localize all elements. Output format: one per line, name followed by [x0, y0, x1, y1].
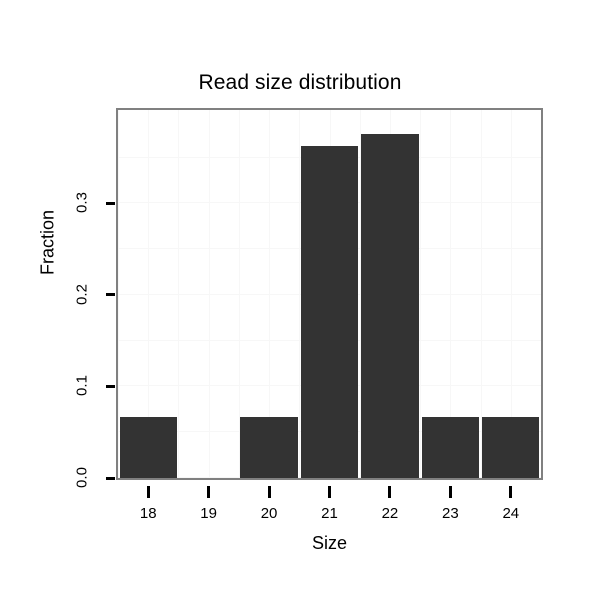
x-tick-label: 18: [139, 505, 157, 522]
bar-23: [421, 416, 480, 478]
gridline-vertical: [148, 110, 150, 478]
x-tick-label: 24: [502, 505, 520, 522]
gridline-vertical: [238, 110, 240, 478]
bar-20: [240, 416, 298, 478]
gridline-vertical: [450, 110, 452, 478]
x-tick-mark: [207, 486, 211, 498]
bar-24: [482, 416, 540, 478]
x-tick-mark: [448, 486, 452, 498]
chart-title: Read size distribution: [198, 71, 402, 94]
bar-18: [119, 416, 177, 478]
gridline-vertical: [510, 110, 512, 478]
bar-22: [361, 133, 419, 478]
gridline-vertical: [269, 110, 271, 478]
gridline-vertical: [208, 110, 210, 478]
y-tick-label: 0.3: [73, 192, 91, 214]
gridline-vertical: [359, 110, 361, 478]
plot-area: [118, 110, 541, 478]
x-tick-mark: [328, 486, 331, 498]
x-tick-label: 21: [321, 505, 338, 522]
plot-panel: [116, 108, 543, 480]
y-tick-mark: [106, 201, 115, 205]
gridline-vertical: [178, 110, 180, 478]
x-tick-mark: [509, 486, 513, 498]
x-tick-label: 20: [260, 505, 278, 522]
y-tick-mark: [106, 476, 115, 480]
y-tick-mark: [106, 384, 115, 388]
x-tick-label: 23: [442, 505, 459, 522]
y-axis-title: Fraction: [37, 209, 58, 276]
y-tick-label: 0.2: [73, 283, 91, 305]
gridline-vertical: [299, 110, 301, 478]
y-tick-mark: [106, 293, 115, 297]
bar-21: [300, 145, 359, 478]
gridline-vertical: [480, 110, 482, 478]
y-tick-label: 0.0: [73, 467, 91, 488]
x-tick-label: 22: [381, 505, 399, 522]
gridline-vertical: [118, 110, 119, 478]
x-axis-title: Size: [311, 533, 347, 553]
x-tick-mark: [146, 486, 150, 498]
y-tick-label: 0.1: [73, 375, 91, 397]
x-tick-label: 19: [200, 505, 217, 522]
gridline-vertical: [541, 110, 542, 478]
gridline-vertical: [420, 110, 422, 478]
x-tick-mark: [388, 486, 392, 498]
x-tick-mark: [267, 486, 271, 498]
